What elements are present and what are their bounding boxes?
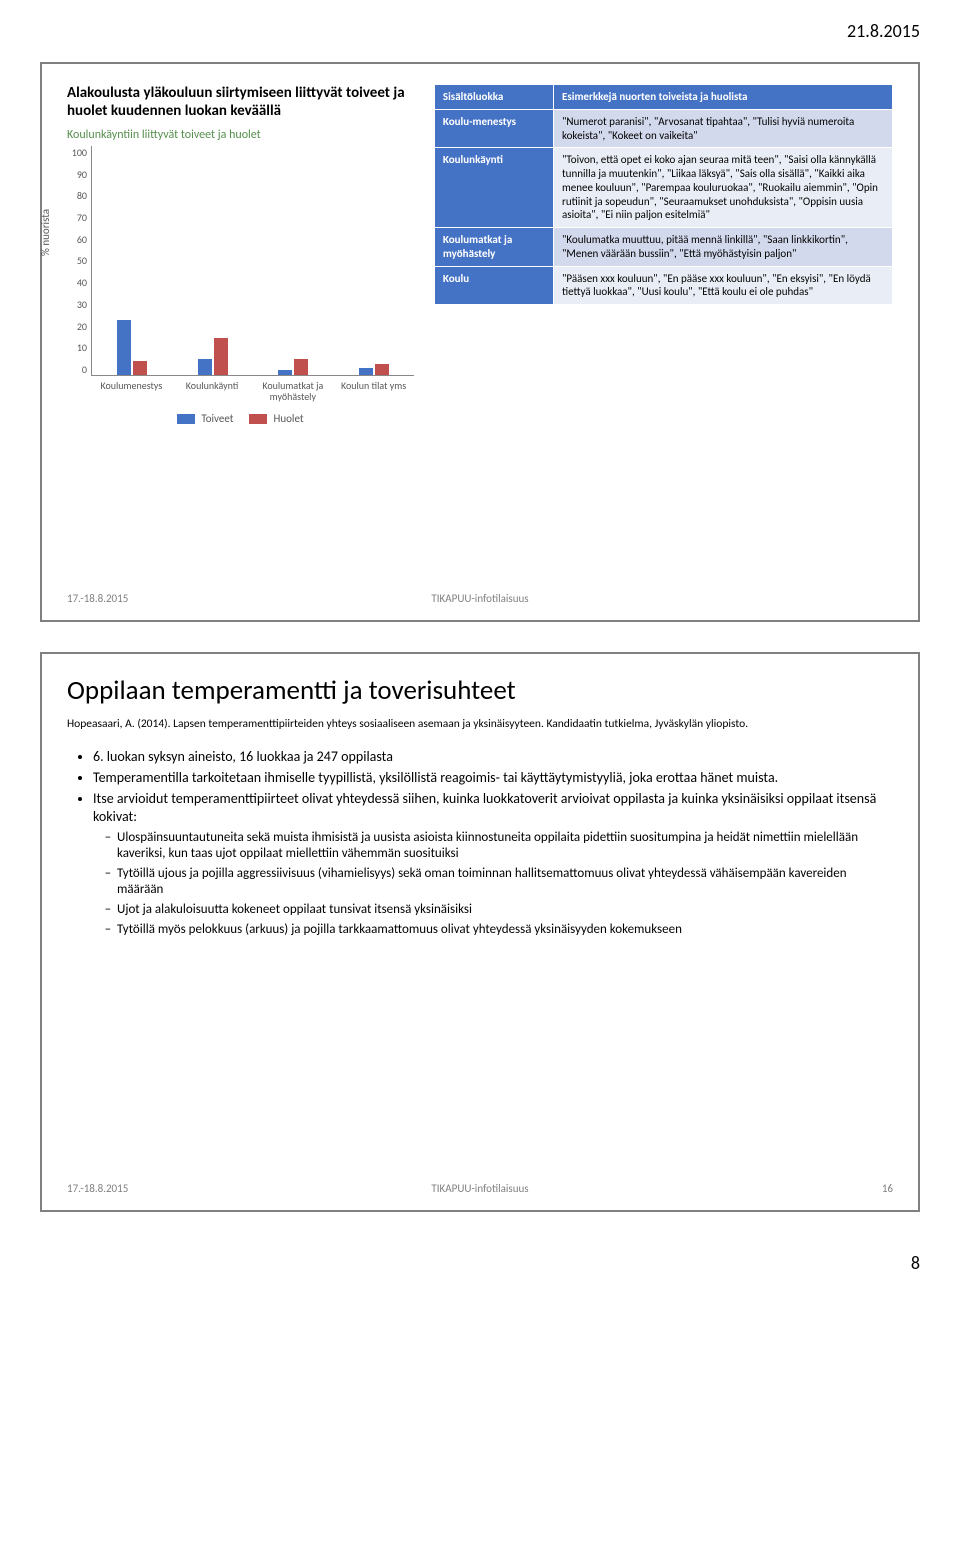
bar-huolet <box>294 359 308 375</box>
chart-subtitle: Koulunkäyntiin liittyvät toiveet ja huol… <box>67 128 414 142</box>
y-tick: 20 <box>67 320 87 333</box>
x-tick: Koulumatkat ja myöhästely <box>252 380 333 402</box>
table-cell-examples: "Numerot paranisi", "Arvosanat tipahtaa"… <box>554 109 893 148</box>
sub-bullet: Tytöillä ujous ja pojilla aggressiivisuu… <box>117 866 893 899</box>
table-cell-category: Koulumatkat ja myöhästely <box>434 228 553 267</box>
chart-title: Alakoulusta yläkouluun siirtymiseen liit… <box>67 84 414 120</box>
y-tick: 40 <box>67 276 87 289</box>
bar-toiveet <box>198 359 212 375</box>
sub-bullet: Tytöillä myös pelokkuus (arkuus) ja poji… <box>117 922 893 939</box>
legend-swatch <box>177 414 195 424</box>
examples-table: Sisältöluokka Esimerkkejä nuorten toivei… <box>434 84 893 305</box>
sub-bullet: Ulospäinsuuntautuneita sekä muista ihmis… <box>117 830 893 863</box>
page-date: 21.8.2015 <box>0 0 960 52</box>
table-cell-examples: "Toivon, että opet ei koko ajan seuraa m… <box>554 148 893 228</box>
chart-y-axis: 0 10 20 30 40 50 60 70 80 90 100 <box>67 146 91 376</box>
legend-label: Huolet <box>273 412 303 425</box>
slide2-footer-center: TIKAPUU-infotilaisuus <box>431 1182 528 1195</box>
bar-toiveet <box>278 370 292 375</box>
bar-toiveet <box>359 368 373 375</box>
x-tick: Koulunkäynti <box>172 380 253 402</box>
bullet: Temperamentilla tarkoitetaan ihmiselle t… <box>93 769 893 787</box>
chart-x-axis: KoulumenestysKoulunkäyntiKoulumatkat ja … <box>67 380 414 402</box>
table-cell-examples: "Koulumatka muuttuu, pitää mennä linkill… <box>554 228 893 267</box>
y-tick: 60 <box>67 233 87 246</box>
table-row: Koulumatkat ja myöhästely"Koulumatka muu… <box>434 228 892 267</box>
slide2-bullets: 6. luokan syksyn aineisto, 16 luokkaa ja… <box>67 748 893 938</box>
bar-group <box>198 146 228 375</box>
slide-footer-date: 17.-18.8.2015 <box>67 592 128 605</box>
y-tick: 90 <box>67 168 87 181</box>
slide2-title: Oppilaan temperamentti ja toverisuhteet <box>67 674 893 707</box>
chart-column: Alakoulusta yläkouluun siirtymiseen liit… <box>67 84 414 425</box>
table-cell-category: Koulu <box>434 266 553 305</box>
slide2-footer-date: 17.-18.8.2015 <box>67 1182 128 1195</box>
page-number: 8 <box>0 1242 960 1304</box>
y-tick: 0 <box>67 363 87 376</box>
slide-chart-table: Alakoulusta yläkouluun siirtymiseen liit… <box>40 62 920 622</box>
y-tick: 100 <box>67 146 87 159</box>
table-row: Koulu"Pääsen xxx kouluun", "En pääse xxx… <box>434 266 892 305</box>
y-tick: 50 <box>67 254 87 267</box>
bar-huolet <box>214 338 228 375</box>
bar-group <box>359 146 389 375</box>
y-tick: 80 <box>67 189 87 202</box>
y-tick: 30 <box>67 298 87 311</box>
x-tick: Koulun tilat yms <box>333 380 414 402</box>
table-row: Koulunkäynti"Toivon, että opet ei koko a… <box>434 148 892 228</box>
bar-group <box>117 146 147 375</box>
bar-group <box>278 146 308 375</box>
table-cell-category: Koulu-menestys <box>434 109 553 148</box>
legend-item: Toiveet <box>177 412 233 425</box>
table-header-category: Sisältöluokka <box>434 85 553 110</box>
slide-temperament: Oppilaan temperamentti ja toverisuhteet … <box>40 652 920 1212</box>
legend-swatch <box>249 414 267 424</box>
y-tick: 70 <box>67 211 87 224</box>
bullet: 6. luokan syksyn aineisto, 16 luokkaa ja… <box>93 748 893 766</box>
table-cell-examples: "Pääsen xxx kouluun", "En pääse xxx koul… <box>554 266 893 305</box>
legend-label: Toiveet <box>201 412 233 425</box>
slide2-footer-num: 16 <box>882 1182 893 1195</box>
table-cell-category: Koulunkäynti <box>434 148 553 228</box>
sub-bullet: Ujot ja alakuloisuutta kokeneet oppilaat… <box>117 902 893 919</box>
bar-huolet <box>375 364 389 375</box>
table-header-examples: Esimerkkejä nuorten toiveista ja huolist… <box>554 85 893 110</box>
y-tick: 10 <box>67 341 87 354</box>
slide-footer-center: TIKAPUU-infotilaisuus <box>431 592 528 605</box>
bar-huolet <box>133 361 147 375</box>
bullet: Itse arvioidut temperamenttipiirteet oli… <box>93 790 893 939</box>
chart-plot <box>91 146 414 376</box>
table-row: Koulu-menestys"Numerot paranisi", "Arvos… <box>434 109 892 148</box>
bar-toiveet <box>117 320 131 375</box>
chart-legend: Toiveet Huolet <box>67 412 414 425</box>
x-tick: Koulumenestys <box>91 380 172 402</box>
chart-y-label: % nuorista <box>39 208 52 255</box>
legend-item: Huolet <box>249 412 303 425</box>
slide2-citation: Hopeasaari, A. (2014). Lapsen temperamen… <box>67 717 893 732</box>
table-column: Sisältöluokka Esimerkkejä nuorten toivei… <box>434 84 893 425</box>
